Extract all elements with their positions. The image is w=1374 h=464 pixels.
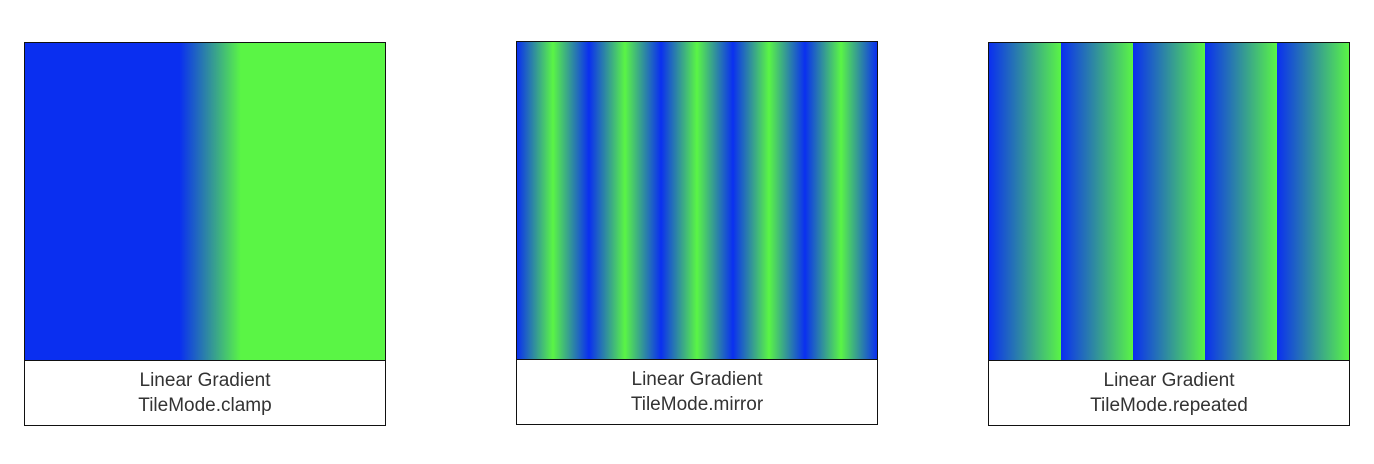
clamp-caption-title: Linear Gradient bbox=[139, 370, 271, 391]
mirror-caption-mode: TileMode.mirror bbox=[630, 394, 764, 415]
clamp-caption: Linear Gradient TileMode.clamp bbox=[25, 361, 385, 425]
mirror-caption-title: Linear Gradient bbox=[631, 369, 763, 390]
clamp-gradient-swatch bbox=[25, 43, 385, 361]
clamp-caption-mode: TileMode.clamp bbox=[138, 395, 272, 416]
repeated-caption-mode: TileMode.repeated bbox=[1090, 395, 1248, 416]
clamp-gradient-panel: Linear Gradient TileMode.clamp bbox=[24, 42, 386, 426]
repeated-caption-title: Linear Gradient bbox=[1103, 370, 1235, 391]
repeated-gradient-swatch bbox=[989, 43, 1349, 361]
mirror-caption: Linear Gradient TileMode.mirror bbox=[517, 360, 877, 424]
mirror-gradient-panel: Linear Gradient TileMode.mirror bbox=[516, 41, 878, 425]
repeated-gradient-panel: Linear Gradient TileMode.repeated bbox=[988, 42, 1350, 426]
repeated-caption: Linear Gradient TileMode.repeated bbox=[989, 361, 1349, 425]
mirror-gradient-swatch bbox=[517, 42, 877, 360]
